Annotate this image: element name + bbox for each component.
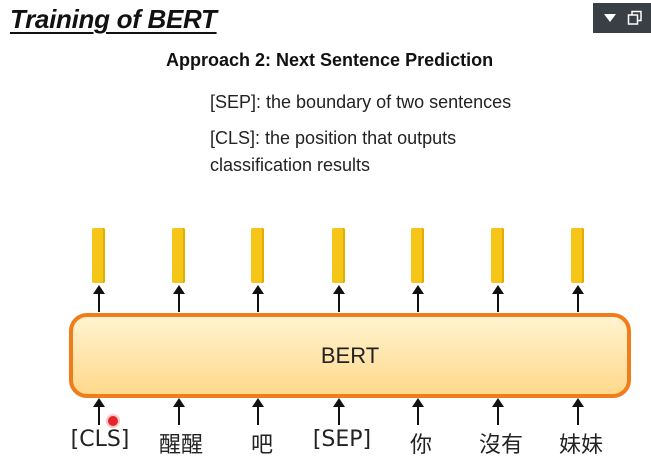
input-arrow [93,398,105,425]
input-token: [SEP] [312,427,372,452]
bert-label: BERT [320,342,380,368]
output-arrow [93,285,105,312]
mouse-cursor-marker [108,416,118,426]
input-token: 妹妹 [558,433,604,458]
input-token: 沒有 [478,433,524,458]
input-arrow [412,398,424,425]
menu-dropdown-button[interactable] [599,7,621,29]
input-arrow [252,398,264,425]
input-token: 吧 [250,433,274,458]
input-arrow [572,398,584,425]
sep-description: [SEP]: the boundary of two sentences [210,92,512,112]
output-vector [172,228,185,283]
output-vector [411,228,424,283]
output-vector [251,228,264,283]
window-controls [593,3,651,33]
output-arrow [173,285,185,312]
input-token: [CLS] [70,427,130,452]
output-arrow [333,285,345,312]
input-token: 醒醒 [158,433,204,458]
restore-window-icon [627,10,642,25]
input-token: 你 [409,433,433,458]
triangle-down-icon [603,14,616,22]
output-arrow [492,285,504,312]
output-arrow [252,285,264,312]
input-arrow [333,398,345,425]
input-arrow [173,398,185,425]
restore-window-button[interactable] [624,7,646,29]
output-vector [571,228,584,283]
bert-model-box: BERT [69,313,631,398]
slide-subtitle: Approach 2: Next Sentence Prediction [166,50,494,70]
input-arrow [492,398,504,425]
slide-title: Training of BERT [10,4,217,34]
output-vector [491,228,504,283]
output-vector [332,228,345,283]
output-arrow [572,285,584,312]
output-vector [92,228,105,283]
output-arrow [412,285,424,312]
cls-description: [CLS]: the position that outputs classif… [210,128,457,175]
